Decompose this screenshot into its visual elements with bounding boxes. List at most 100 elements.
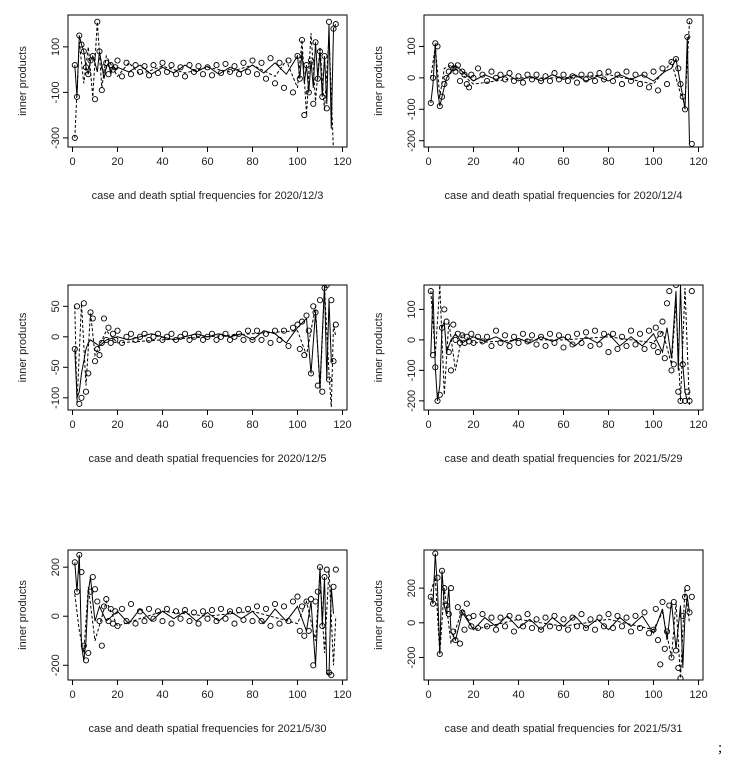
data-point [163, 605, 171, 612]
data-point [73, 588, 81, 595]
data-point [555, 76, 563, 83]
data-point [271, 600, 279, 608]
data-point [114, 327, 121, 334]
data-point [537, 626, 545, 633]
data-point [468, 623, 475, 630]
data-point [555, 624, 563, 632]
data-point [285, 618, 292, 625]
data-point [296, 627, 303, 634]
data-point [258, 59, 265, 66]
y-tick-label: -50 [50, 359, 62, 375]
data-point [91, 96, 99, 103]
data-point [177, 64, 184, 71]
data-point [118, 339, 126, 346]
data-point [654, 87, 662, 94]
y-tick-label: 200 [50, 558, 62, 576]
data-point [497, 339, 504, 346]
data-point [330, 358, 337, 365]
x-tick-label: 40 [512, 156, 524, 168]
y-tick-label: -200 [50, 654, 62, 676]
data-point [195, 620, 202, 627]
data-point [454, 62, 461, 69]
data-point [323, 285, 330, 289]
data-point [105, 618, 112, 625]
data-point [312, 39, 319, 46]
data-point [614, 71, 621, 78]
data-point [172, 608, 180, 615]
data-point [605, 611, 612, 618]
y-axis-label: inner products [17, 312, 29, 382]
data-point [100, 315, 108, 322]
data-point [445, 349, 452, 356]
y-axis-label: inner products [373, 580, 385, 650]
data-point [123, 59, 130, 66]
data-point [591, 77, 599, 85]
data-point [82, 657, 90, 664]
data-point [332, 21, 339, 28]
x-axis-label: case and death spatial frequencies for 2… [445, 453, 683, 465]
data-point [136, 608, 144, 615]
plot-frame [67, 14, 348, 148]
x-tick-label: 80 [602, 419, 614, 431]
data-point [329, 149, 334, 154]
data-point [159, 59, 166, 66]
data-point [551, 612, 558, 619]
data-point [681, 397, 689, 404]
data-point [213, 62, 220, 69]
data-point [679, 361, 686, 368]
data-point [670, 361, 677, 368]
data-point [684, 388, 691, 395]
data-point [627, 327, 635, 334]
y-tick-label: -200 [406, 130, 418, 152]
data-point [145, 72, 153, 79]
data-point [470, 339, 477, 346]
data-point [87, 588, 94, 595]
x-tick-label: 120 [689, 156, 707, 168]
data-point [240, 336, 247, 343]
data-point [463, 600, 470, 607]
data-point [103, 336, 110, 343]
x-tick-label: 60 [557, 689, 569, 701]
data-point [657, 661, 664, 668]
x-tick-label: 0 [425, 689, 431, 701]
data-point [123, 333, 130, 340]
data-point [474, 333, 482, 340]
data-point [434, 43, 441, 50]
data-point [190, 333, 198, 340]
data-point [109, 620, 117, 627]
data-point [609, 330, 617, 337]
data-point [438, 93, 446, 100]
data-point [136, 333, 144, 340]
data-point [204, 64, 211, 71]
series-line-2 [74, 21, 334, 147]
data-point [217, 333, 225, 340]
data-point [244, 68, 252, 75]
data-point [141, 330, 148, 337]
x-tick-label: 120 [333, 419, 351, 431]
data-point [661, 645, 668, 652]
data-point [271, 80, 279, 87]
data-point [474, 624, 482, 632]
data-point [468, 330, 475, 337]
data-point [78, 394, 85, 401]
data-point [71, 345, 78, 353]
data-point [305, 89, 312, 96]
data-point [573, 330, 581, 337]
x-tick-label: 0 [69, 689, 75, 701]
data-point [614, 612, 621, 619]
x-tick-label: 40 [512, 689, 524, 701]
data-point [524, 71, 531, 78]
y-tick-label: 0 [50, 334, 62, 340]
data-point [305, 627, 312, 634]
data-point [109, 330, 117, 337]
data-point [190, 68, 198, 75]
data-point [163, 333, 171, 340]
data-point [591, 327, 599, 334]
data-point [199, 71, 207, 78]
data-point [100, 603, 108, 610]
x-tick-label: 100 [288, 689, 306, 701]
data-point [542, 342, 549, 350]
data-point [456, 339, 464, 346]
data-point [190, 609, 198, 616]
